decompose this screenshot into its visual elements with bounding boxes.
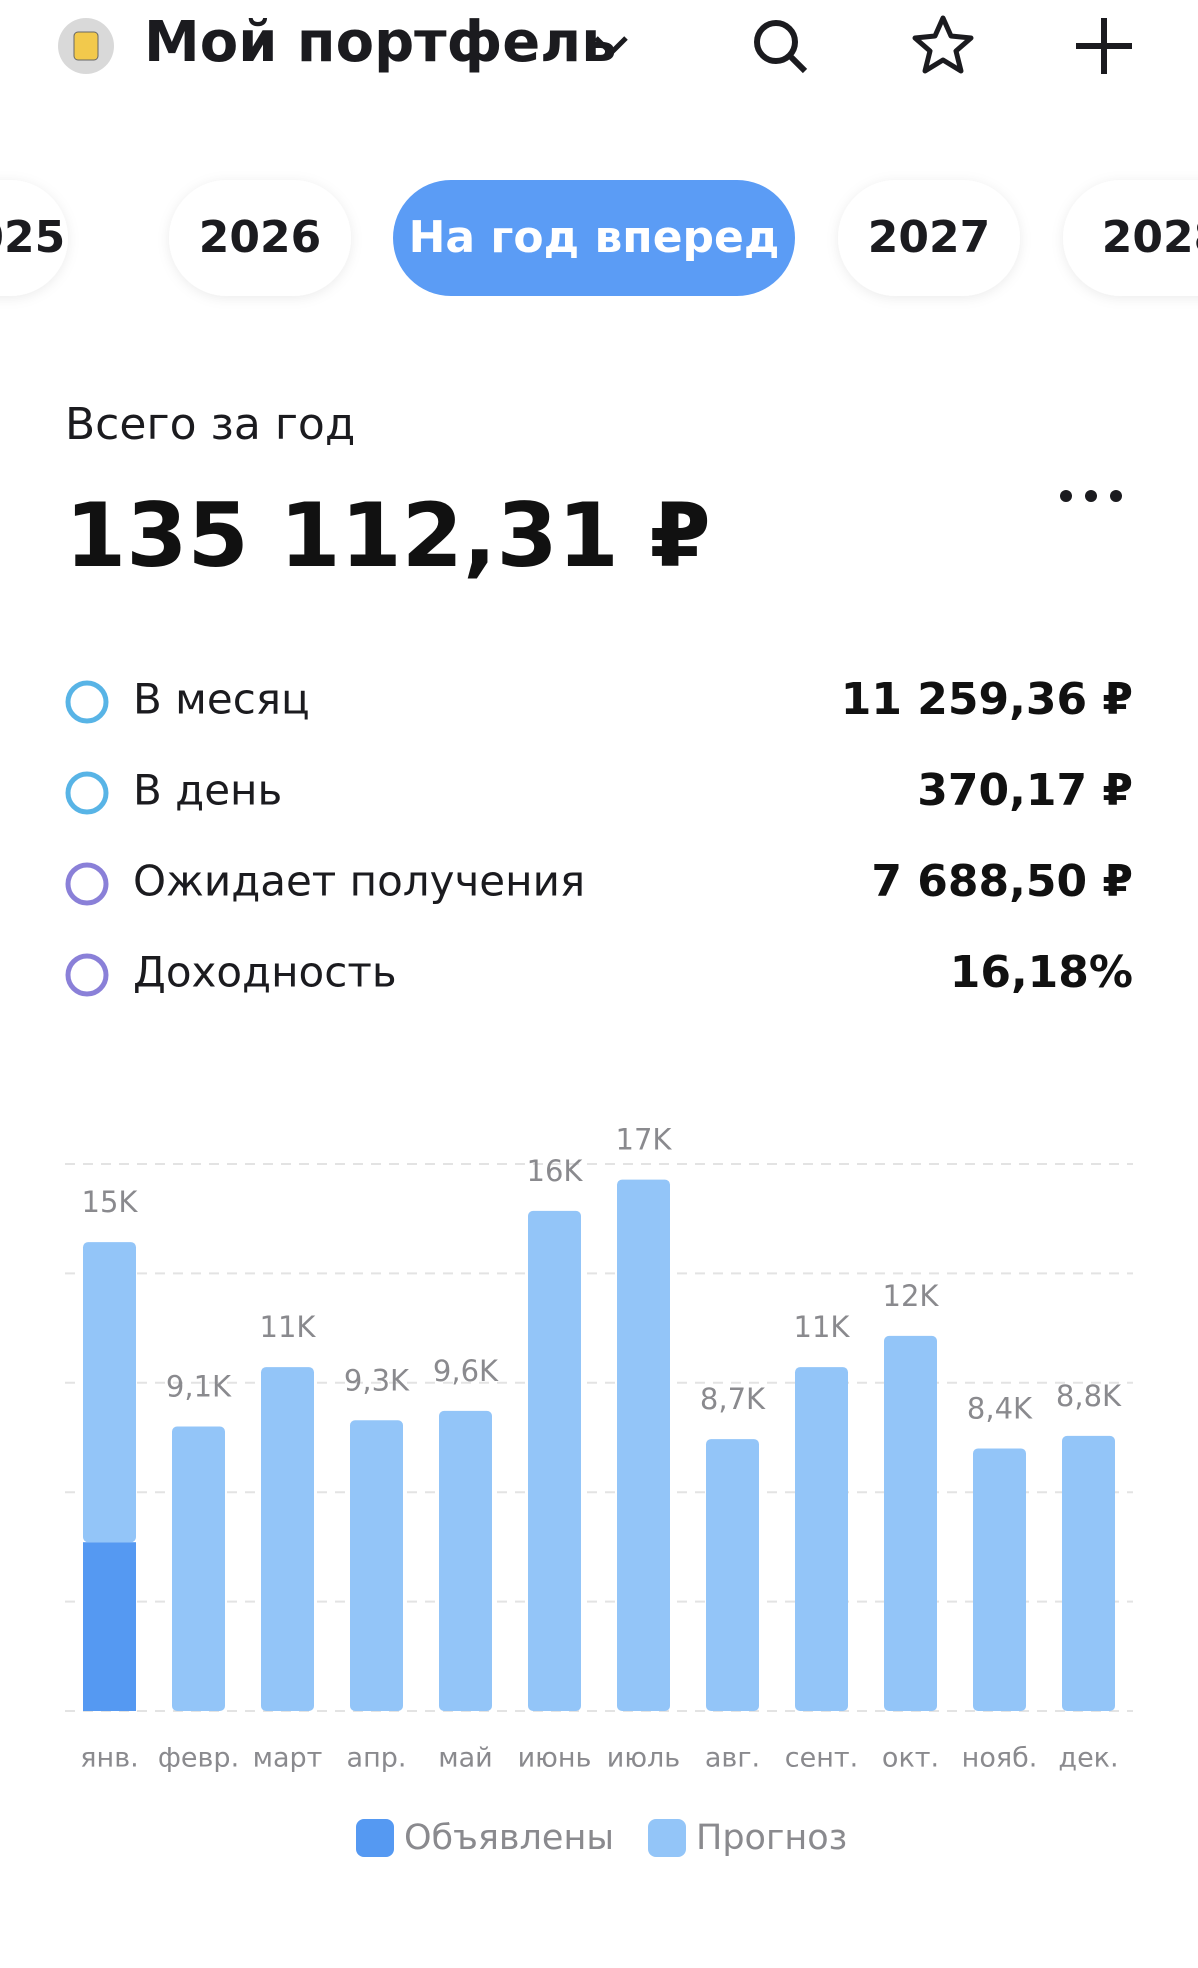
- x-tick-label: июнь: [518, 1743, 592, 1774]
- stat-value: 370,17 ₽: [917, 765, 1133, 816]
- tab[interactable]: [838, 180, 1020, 296]
- bar: [973, 1448, 1026, 1711]
- more-icon[interactable]: [1060, 490, 1122, 502]
- x-tick-label: окт.: [882, 1743, 939, 1774]
- bar-total-label: 12K: [883, 1279, 940, 1313]
- x-tick-label: июль: [607, 1743, 680, 1774]
- stat-value: 7 688,50 ₽: [871, 856, 1133, 907]
- bar: [261, 1367, 314, 1711]
- bar-total-label: 8,4K: [967, 1391, 1033, 1425]
- summary-label: Всего за год: [65, 399, 355, 450]
- x-tick-label: февр.: [158, 1743, 239, 1774]
- tab-label[interactable]: 2027: [868, 212, 990, 263]
- x-tick-label: март: [253, 1743, 323, 1774]
- header-title[interactable]: Мой портфель: [144, 10, 617, 75]
- stat-icon: [65, 953, 109, 997]
- tab[interactable]: [169, 180, 351, 296]
- bar: [1062, 1435, 1115, 1711]
- tab[interactable]: [1063, 180, 1198, 296]
- x-tick-label: янв.: [80, 1743, 138, 1774]
- plus-icon[interactable]: [1076, 18, 1132, 74]
- star-icon[interactable]: [912, 15, 974, 74]
- stat-label: Ожидает получения: [133, 857, 585, 906]
- x-tick-label: дек.: [1058, 1743, 1118, 1774]
- bar-total-label: 11K: [260, 1310, 317, 1344]
- x-tick-label: авг.: [705, 1743, 760, 1774]
- bar-total-label: 15K: [82, 1185, 139, 1219]
- bar-total-label: 8,8K: [1056, 1379, 1122, 1413]
- bar-total-label: 9,3K: [344, 1363, 410, 1397]
- stat-value: 16,18%: [950, 947, 1133, 998]
- x-tick-label: май: [438, 1743, 492, 1774]
- stat-label: В день: [133, 766, 282, 815]
- logo: [58, 18, 114, 74]
- legend-swatch: [648, 1819, 686, 1857]
- bar-total-label: 9,1K: [166, 1370, 232, 1404]
- tab[interactable]: [0, 180, 68, 296]
- bar: [350, 1420, 403, 1711]
- tab-label[interactable]: 2025: [0, 212, 65, 263]
- tab-label[interactable]: 2026: [199, 212, 321, 263]
- stat-icon: [65, 862, 109, 906]
- bar: [884, 1335, 937, 1711]
- x-tick-label: апр.: [347, 1743, 407, 1774]
- x-tick-label: нояб.: [962, 1743, 1038, 1774]
- chevron[interactable]: [594, 36, 628, 57]
- summary-total: 135 112,31 ₽: [65, 484, 711, 587]
- bar: [172, 1426, 225, 1711]
- bar-total-label: 17K: [616, 1123, 673, 1157]
- bar-total-label: 11K: [794, 1310, 851, 1344]
- stat-label: В месяц: [133, 675, 310, 724]
- bar: [617, 1179, 670, 1711]
- stat-icon: [65, 771, 109, 815]
- search-icon[interactable]: [754, 20, 808, 74]
- x-tick-label: сент.: [785, 1743, 858, 1774]
- bar: [83, 1542, 136, 1711]
- bar: [795, 1367, 848, 1711]
- tab-label[interactable]: 2028: [1102, 212, 1198, 263]
- tab[interactable]: [393, 180, 795, 296]
- legend-label: Прогноз: [696, 1818, 847, 1858]
- bar: [439, 1410, 492, 1711]
- tab-label[interactable]: На год вперед: [409, 212, 780, 263]
- legend-label: Объявлены: [404, 1818, 614, 1858]
- legend-swatch: [356, 1819, 394, 1857]
- bar: [83, 1242, 136, 1543]
- bar-total-label: 9,6K: [433, 1354, 499, 1388]
- bar-total-label: 16K: [527, 1154, 584, 1188]
- stat-label: Доходность: [133, 948, 397, 997]
- bar: [706, 1439, 759, 1711]
- stat-icon: [65, 680, 109, 724]
- bar: [528, 1210, 581, 1711]
- bar-total-label: 8,7K: [700, 1382, 766, 1416]
- stat-value: 11 259,36 ₽: [841, 674, 1133, 725]
